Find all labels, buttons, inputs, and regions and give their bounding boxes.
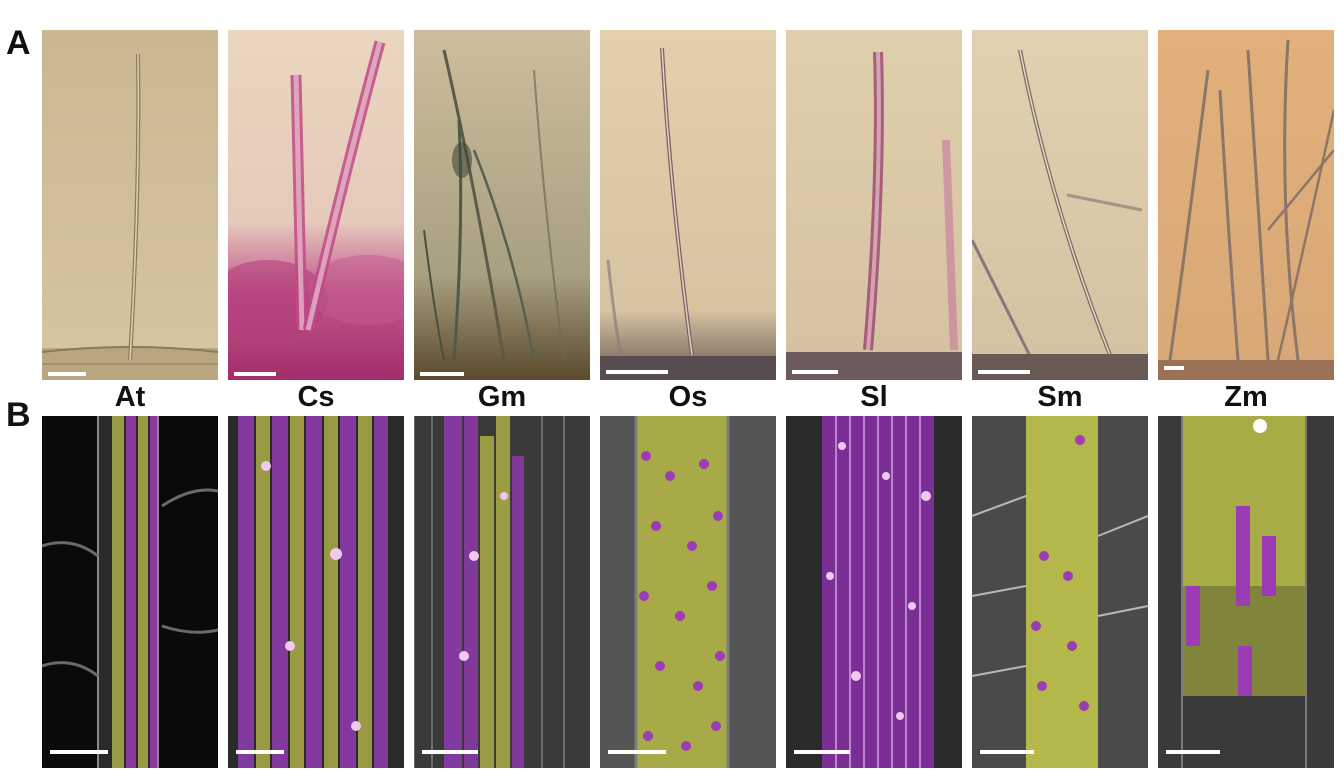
scale-bar bbox=[980, 750, 1034, 754]
scale-bar bbox=[48, 372, 86, 376]
root-hair-photo-at bbox=[42, 30, 218, 380]
panel-b-label: B bbox=[6, 396, 31, 434]
scale-bar bbox=[422, 750, 478, 754]
epidermis-micrograph-cs bbox=[228, 416, 404, 768]
scale-bar bbox=[234, 372, 276, 376]
root-hair-photo-zm bbox=[1158, 30, 1334, 380]
epidermis-micrograph-zm bbox=[1158, 416, 1334, 768]
epidermis-micrograph-os bbox=[600, 416, 776, 768]
scale-bar bbox=[794, 750, 850, 754]
species-label-sm: Sm bbox=[1037, 381, 1083, 413]
root-hair-photo-sm bbox=[972, 30, 1148, 380]
epidermis-micrograph-sl bbox=[786, 416, 962, 768]
scale-bar bbox=[606, 370, 668, 374]
species-label-os: Os bbox=[668, 381, 708, 413]
scale-bar bbox=[1166, 750, 1220, 754]
scale-bar bbox=[50, 750, 108, 754]
scale-bar bbox=[236, 750, 284, 754]
root-hair-photo-cs bbox=[228, 30, 404, 380]
scale-bar bbox=[608, 750, 666, 754]
scale-bar bbox=[1164, 366, 1184, 370]
root-hair-photo-gm bbox=[414, 30, 590, 380]
epidermis-micrograph-at bbox=[42, 416, 218, 768]
species-label-at: At bbox=[114, 381, 146, 413]
species-label-zm: Zm bbox=[1224, 381, 1268, 413]
scale-bar bbox=[792, 370, 838, 374]
species-label-cs: Cs bbox=[297, 381, 335, 413]
species-label-gm: Gm bbox=[477, 381, 527, 413]
epidermis-micrograph-sm bbox=[972, 416, 1148, 768]
species-label-sl: Sl bbox=[860, 381, 888, 413]
panel-a-label: A bbox=[6, 24, 31, 62]
root-hair-photo-sl bbox=[786, 30, 962, 380]
root-hair-photo-os bbox=[600, 30, 776, 380]
scale-bar bbox=[978, 370, 1030, 374]
epidermis-micrograph-gm bbox=[414, 416, 590, 768]
scale-bar bbox=[420, 372, 464, 376]
